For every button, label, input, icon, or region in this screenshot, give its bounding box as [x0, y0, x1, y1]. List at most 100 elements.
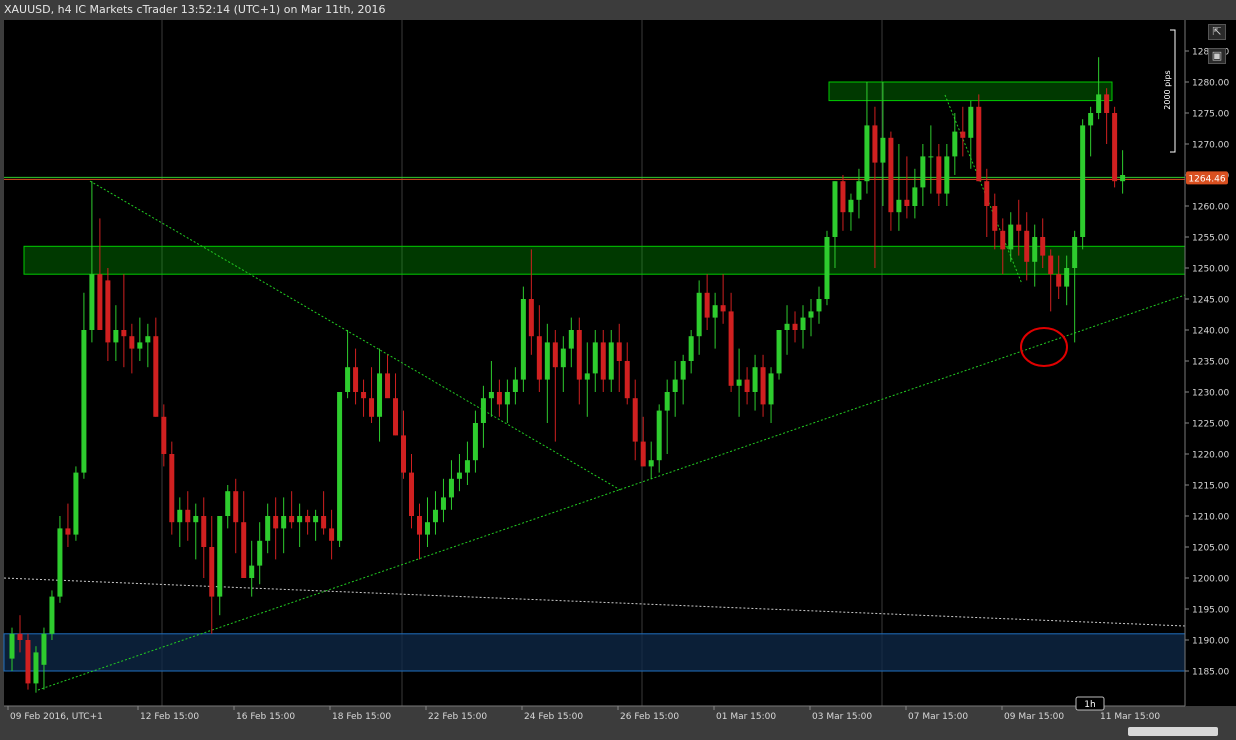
candle-body: [872, 125, 878, 163]
candle-body: [576, 330, 582, 380]
candle: [1096, 57, 1102, 120]
candle-body: [656, 410, 662, 461]
candle-body: [241, 522, 247, 578]
y-tick-label: 1195.00: [1192, 606, 1229, 616]
candle: [241, 491, 247, 578]
candle-body: [345, 367, 351, 392]
candle-body: [193, 516, 199, 523]
candle: [369, 367, 375, 423]
candle-body: [680, 361, 686, 380]
candle: [9, 627, 15, 671]
y-tick-label: 1215.00: [1192, 482, 1229, 492]
candle-body: [616, 342, 622, 361]
candle-body: [337, 392, 343, 541]
candle: [968, 100, 974, 169]
candle-body: [25, 640, 31, 684]
candle-body: [17, 633, 23, 640]
y-tick-label: 1205.00: [1192, 544, 1229, 554]
candle-body: [129, 336, 135, 349]
candle-body: [1112, 113, 1118, 182]
candle-body: [432, 509, 438, 523]
candle: [281, 497, 287, 554]
candle: [1000, 218, 1006, 275]
candle: [361, 379, 367, 417]
candle: [904, 156, 910, 219]
y-tick-label: 1185.00: [1192, 668, 1229, 678]
candle-body: [800, 317, 806, 330]
horizontal-scrollbar[interactable]: [1128, 727, 1218, 736]
y-axis-panel: [1185, 20, 1236, 706]
candle: [656, 404, 662, 473]
candle: [273, 497, 279, 560]
candle: [832, 181, 838, 268]
candle: [41, 627, 47, 690]
candle-body: [832, 181, 838, 237]
candle-body: [784, 323, 790, 330]
candle: [33, 646, 39, 693]
candle-body: [97, 274, 103, 330]
candle-body: [720, 305, 726, 312]
candle: [792, 311, 798, 343]
candle: [105, 268, 111, 361]
candle: [664, 379, 670, 454]
candle-body: [752, 367, 758, 392]
candle-body: [89, 274, 95, 330]
candle-body: [1032, 237, 1038, 262]
candle-body: [329, 528, 335, 541]
candle-body: [560, 348, 566, 368]
candle: [936, 144, 942, 206]
candle-body: [896, 199, 902, 213]
x-tick-label: 01 Mar 15:00: [716, 712, 776, 722]
candle: [872, 106, 878, 268]
candle-body: [409, 472, 414, 516]
x-tick-label: 09 Mar 15:00: [1004, 712, 1064, 722]
candle-body: [912, 187, 918, 206]
candle: [25, 633, 31, 690]
candle-body: [217, 516, 223, 597]
downtrend-line: [89, 180, 623, 492]
candle: [624, 342, 630, 405]
candle-body: [648, 460, 654, 467]
candle-body: [688, 336, 694, 361]
candle-body: [448, 478, 454, 498]
candle: [912, 168, 918, 219]
candle: [984, 168, 990, 237]
candle: [432, 491, 438, 535]
candle: [345, 330, 351, 399]
candle-body: [385, 373, 391, 399]
candle: [824, 230, 830, 306]
candle-body: [209, 547, 215, 597]
candle-body: [1000, 230, 1006, 250]
candle: [976, 94, 982, 182]
popout-icon[interactable]: ⇱: [1208, 24, 1226, 40]
candle: [1056, 255, 1062, 299]
candle-body: [249, 565, 255, 578]
candle: [800, 305, 806, 349]
candle-body: [1104, 94, 1110, 113]
candle-body: [1048, 255, 1054, 275]
candle-body: [792, 323, 798, 330]
candle-body: [289, 516, 295, 523]
candle-body: [185, 509, 191, 523]
annotation-circle: [1020, 327, 1068, 367]
candle: [353, 348, 359, 405]
candle-body: [440, 497, 446, 510]
candle: [544, 323, 550, 423]
candle-body: [161, 416, 167, 454]
candle: [640, 416, 646, 467]
candle: [185, 491, 191, 541]
candle: [313, 509, 319, 541]
camera-icon[interactable]: ▣: [1208, 48, 1226, 64]
candle: [632, 379, 638, 461]
candle-body: [960, 131, 966, 138]
candle: [680, 354, 686, 405]
measure-label: 2000 pips: [1163, 70, 1172, 109]
x-tick-label: 26 Feb 15:00: [620, 712, 679, 722]
candle-body: [361, 392, 367, 399]
candle: [177, 497, 183, 547]
candle-body: [456, 472, 462, 479]
candle-body: [824, 237, 830, 299]
candle: [1064, 255, 1070, 306]
candle-body: [33, 652, 39, 684]
